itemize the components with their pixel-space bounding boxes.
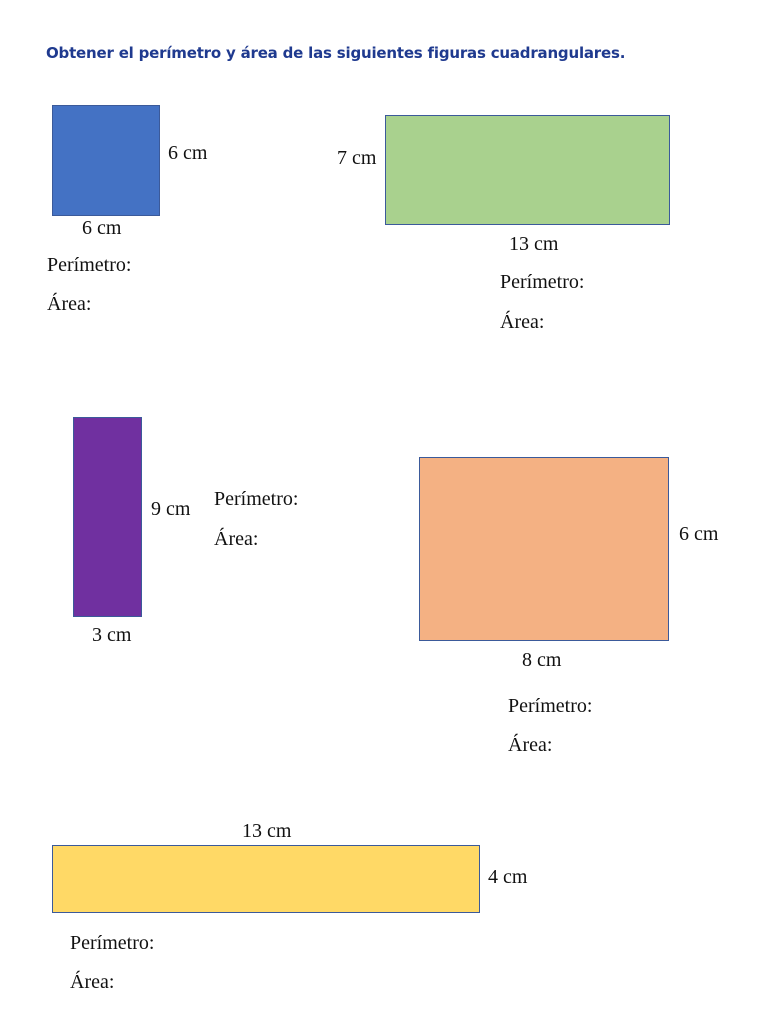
orange-perimeter-label: Perímetro: xyxy=(508,695,593,717)
square-area-label: Área: xyxy=(47,293,92,315)
yellow-area-label: Área: xyxy=(70,971,115,993)
green-bottom-label: 13 cm xyxy=(509,233,559,255)
orange-bottom-label: 8 cm xyxy=(522,649,562,671)
yellow-rectangle xyxy=(52,845,480,913)
yellow-side-label: 4 cm xyxy=(488,866,528,888)
orange-area-label: Área: xyxy=(508,734,553,756)
square-perimeter-label: Perímetro: xyxy=(47,254,132,276)
green-perimeter-label: Perímetro: xyxy=(500,271,585,293)
green-area-label: Área: xyxy=(500,311,545,333)
purple-rectangle xyxy=(73,417,142,617)
yellow-perimeter-label: Perímetro: xyxy=(70,932,155,954)
purple-side-label: 9 cm xyxy=(151,498,191,520)
orange-side-label: 6 cm xyxy=(679,523,719,545)
square-side-label: 6 cm xyxy=(168,142,208,164)
yellow-top-label: 13 cm xyxy=(242,820,292,842)
green-side-label: 7 cm xyxy=(337,147,377,169)
purple-bottom-label: 3 cm xyxy=(92,624,132,646)
orange-rectangle xyxy=(419,457,669,641)
green-rectangle xyxy=(385,115,670,225)
worksheet-title: Obtener el perímetro y área de las sigui… xyxy=(46,44,626,62)
purple-area-label: Área: xyxy=(214,528,259,550)
square-bottom-label: 6 cm xyxy=(82,217,122,239)
purple-perimeter-label: Perímetro: xyxy=(214,488,299,510)
blue-square xyxy=(52,105,160,216)
